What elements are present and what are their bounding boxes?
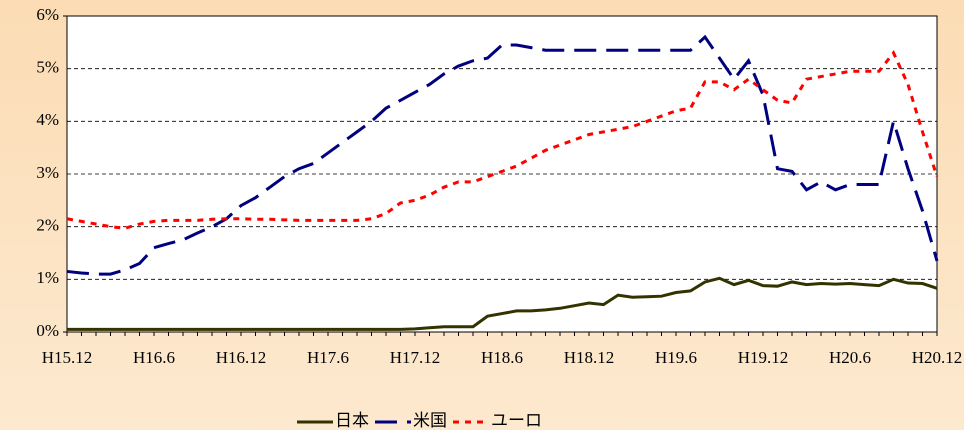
x-tick-label: H20.6 bbox=[829, 348, 871, 367]
x-tick-label: H18.6 bbox=[481, 348, 523, 367]
y-tick-label: 1% bbox=[36, 268, 59, 287]
x-tick-label: H17.6 bbox=[307, 348, 349, 367]
x-tick-label: H18.12 bbox=[564, 348, 615, 367]
x-tick-label: H15.12 bbox=[42, 348, 93, 367]
x-tick-label: H19.12 bbox=[738, 348, 789, 367]
series-line bbox=[66, 50, 939, 230]
series-line bbox=[66, 34, 939, 276]
series-line bbox=[67, 276, 938, 331]
x-tick-label: H19.6 bbox=[655, 348, 697, 367]
y-tick-label: 2% bbox=[36, 216, 59, 235]
legend-label: ユーロ bbox=[491, 411, 542, 430]
y-tick-label: 3% bbox=[36, 163, 59, 182]
y-tick-label: 0% bbox=[36, 321, 59, 340]
y-tick-label: 4% bbox=[36, 110, 59, 129]
x-tick-label: H16.6 bbox=[133, 348, 175, 367]
legend-label: 米国 bbox=[413, 411, 447, 430]
y-tick-label: 6% bbox=[36, 5, 59, 24]
x-tick-label: H20.12 bbox=[912, 348, 963, 367]
legend-label: 日本 bbox=[335, 411, 369, 430]
x-tick-label: H16.12 bbox=[216, 348, 267, 367]
x-tick-label: H17.12 bbox=[390, 348, 441, 367]
y-tick-label: 5% bbox=[36, 58, 59, 77]
